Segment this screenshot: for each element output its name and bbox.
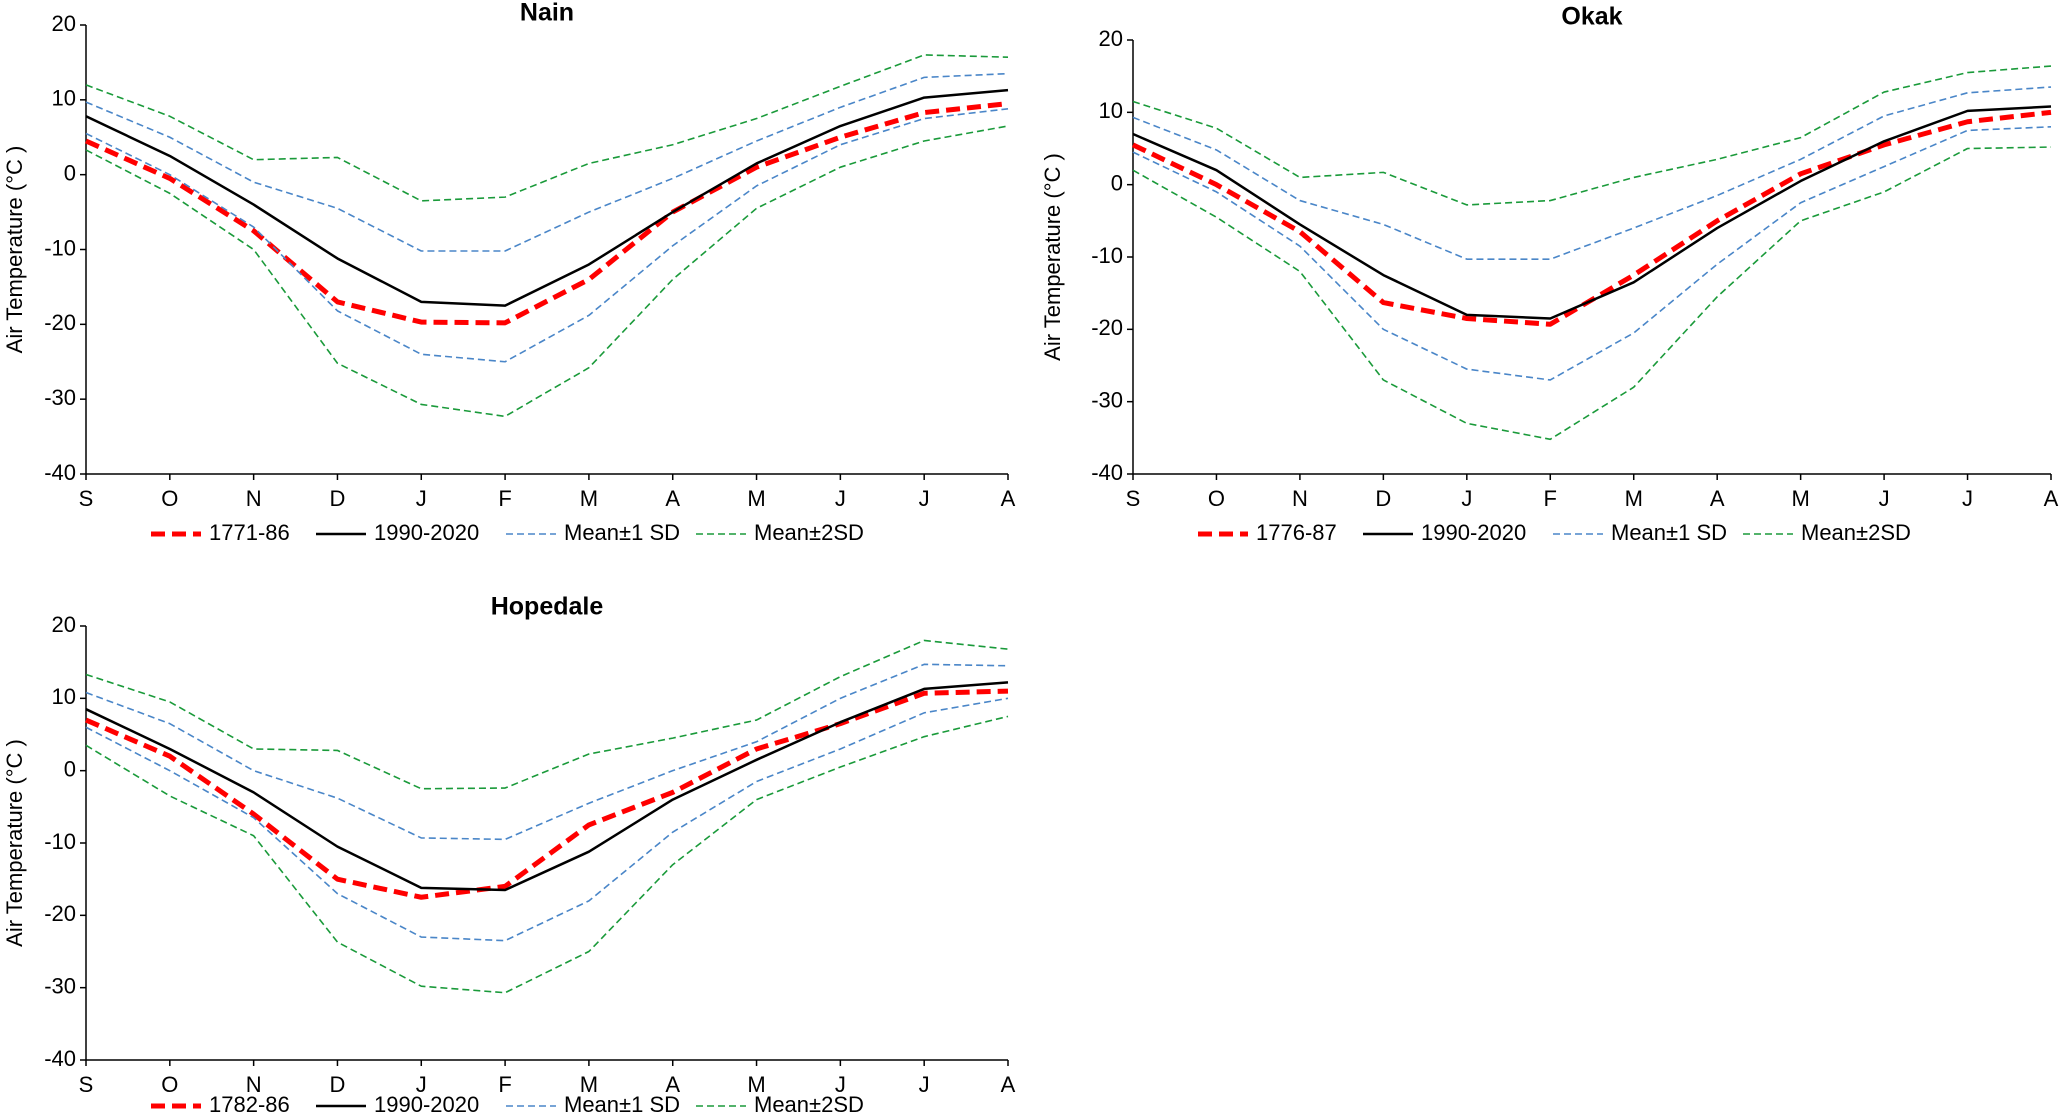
x-tick-label: M [1791, 486, 1809, 511]
legend-label: 1990-2020 [374, 1092, 479, 1117]
x-tick-label: D [330, 1072, 346, 1097]
x-tick-label: J [1879, 486, 1890, 511]
series-line [1131, 109, 2052, 327]
legend-label: Mean±1 SD [1611, 520, 1727, 545]
x-tick-label: M [1625, 486, 1643, 511]
series-line [85, 715, 1009, 994]
x-tick-label: F [498, 1072, 511, 1097]
x-tick-label: M [580, 1072, 598, 1097]
y-tick-label: -20 [1091, 315, 1123, 340]
legend-label: 1990-2020 [1421, 520, 1526, 545]
y-tick-label: -40 [44, 1046, 76, 1071]
x-tick-label: A [665, 1072, 680, 1097]
y-tick-label: 10 [52, 86, 76, 111]
legend-label: Mean±2SD [754, 520, 864, 545]
series-line [85, 697, 1009, 942]
series-line [84, 101, 1009, 326]
x-tick-label: N [246, 1072, 262, 1097]
y-tick-label: 20 [1099, 26, 1123, 51]
x-tick-label: M [580, 486, 598, 511]
legend-label: Mean±1 SD [564, 1092, 680, 1117]
x-tick-label: A [2044, 486, 2059, 511]
x-tick-label: F [498, 486, 511, 511]
y-tick-label: -30 [44, 385, 76, 410]
x-tick-label: N [1292, 486, 1308, 511]
x-tick-label: S [79, 1072, 94, 1097]
x-tick-label: D [330, 486, 346, 511]
x-tick-label: F [1544, 486, 1557, 511]
chart-title: Hopedale [491, 593, 604, 621]
x-tick-label: M [747, 486, 765, 511]
x-tick-label: J [919, 1072, 930, 1097]
series-line [1132, 105, 2052, 320]
legend-label: Mean±2SD [754, 1092, 864, 1117]
x-tick-label: O [161, 1072, 178, 1097]
series-line [85, 72, 1009, 252]
y-axis-label: Air Temperature (°C ) [2, 146, 27, 354]
x-tick-label: M [747, 1072, 765, 1097]
y-tick-label: 20 [52, 11, 76, 36]
y-tick-label: 0 [64, 756, 76, 781]
x-tick-label: J [1461, 486, 1472, 511]
x-tick-label: O [161, 486, 178, 511]
y-tick-label: 0 [1111, 170, 1123, 195]
legend-label: 1782-86 [209, 1092, 290, 1117]
series-line [85, 663, 1009, 841]
x-tick-label: S [1126, 486, 1141, 511]
x-tick-label: O [1208, 486, 1225, 511]
y-axis-label: Air Temperature (°C ) [1040, 153, 1065, 361]
x-tick-label: J [835, 486, 846, 511]
series-line [1132, 146, 2052, 441]
series-line [85, 688, 1009, 900]
y-tick-label: 10 [1099, 98, 1123, 123]
x-tick-label: A [1710, 486, 1725, 511]
y-tick-label: -20 [44, 901, 76, 926]
x-tick-label: A [665, 486, 680, 511]
x-tick-label: J [416, 486, 427, 511]
y-tick-label: -10 [1091, 243, 1123, 268]
series-line [1132, 65, 2052, 206]
x-tick-label: D [1375, 486, 1391, 511]
x-tick-label: J [416, 1072, 427, 1097]
legend-label: 1990-2020 [374, 520, 479, 545]
x-tick-label: N [246, 486, 262, 511]
x-tick-label: S [79, 486, 94, 511]
chart-title: Nain [520, 0, 574, 27]
y-tick-label: -40 [44, 460, 76, 485]
y-tick-label: 20 [52, 612, 76, 637]
y-axis-label: Air Temperature (°C ) [2, 739, 27, 947]
series-line [85, 88, 1009, 307]
x-tick-label: A [1001, 1072, 1016, 1097]
legend-label: Mean±1 SD [564, 520, 680, 545]
y-tick-label: -20 [44, 310, 76, 335]
y-tick-label: 0 [64, 160, 76, 185]
series-line [85, 639, 1009, 790]
series-line [85, 681, 1009, 892]
y-tick-label: -30 [1091, 387, 1123, 412]
y-tick-label: -30 [44, 973, 76, 998]
y-tick-label: -10 [44, 829, 76, 854]
x-tick-label: J [919, 486, 930, 511]
legend-label: Mean±2SD [1801, 520, 1911, 545]
y-tick-label: -10 [44, 235, 76, 260]
chart-title: Okak [1561, 3, 1622, 31]
y-tick-label: -40 [1091, 460, 1123, 485]
x-tick-label: J [835, 1072, 846, 1097]
series-line [85, 125, 1009, 418]
series-line [1132, 86, 2052, 260]
series-line [85, 54, 1009, 202]
series-line [1132, 126, 2052, 381]
x-tick-label: J [1962, 486, 1973, 511]
series-line [85, 108, 1009, 363]
legend-label: 1776-87 [1256, 520, 1337, 545]
x-tick-label: A [1001, 486, 1016, 511]
y-tick-label: 10 [52, 684, 76, 709]
legend-label: 1771-86 [209, 520, 290, 545]
